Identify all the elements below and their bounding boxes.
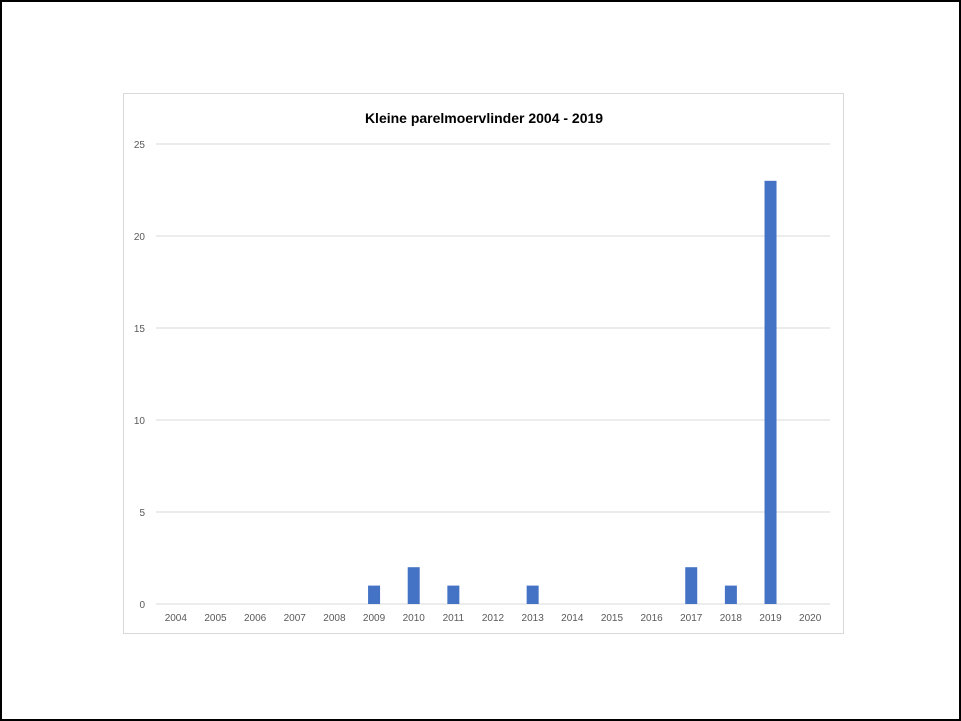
x-tick-label: 2018 [720,613,743,624]
x-tick-label: 2015 [601,613,624,624]
bar-2017 [685,567,698,604]
x-axis-ticks: 2004 2005 2006 2007 2008 2009 2010 2011 2012 2013… [165,613,822,624]
x-tick-label: 2013 [522,613,545,624]
bar-chart: Kleine parelmoervlinder 2004 - 2019 0 5 10… [134,110,830,624]
x-tick-label: 2005 [204,613,227,624]
y-tick-label: 5 [139,508,145,519]
bar-2009 [368,585,381,604]
y-tick-label: 20 [134,232,146,243]
x-tick-label: 2012 [482,613,505,624]
y-tick-label: 10 [134,416,146,427]
x-tick-label: 2017 [680,613,703,624]
chart-area: Kleine parelmoervlinder 2004 - 2019 0 5 10… [123,93,844,634]
bar-2019 [764,180,777,605]
x-tick-label: 2019 [759,613,782,624]
y-axis-ticks: 0 5 10 15 20 25 [134,140,146,611]
x-tick-label: 2009 [363,613,386,624]
bar-2010 [407,567,420,604]
x-tick-label: 2007 [284,613,307,624]
x-tick-label: 2020 [799,613,822,624]
x-tick-label: 2010 [403,613,426,624]
y-tick-label: 25 [134,140,146,151]
x-tick-label: 2008 [323,613,346,624]
bar-2011 [447,585,460,604]
y-tick-label: 15 [134,324,146,335]
x-tick-label: 2016 [640,613,663,624]
bar-2018 [724,585,737,604]
gridlines [156,143,830,605]
y-tick-label: 0 [139,600,145,611]
bars [368,180,777,605]
chart-title: Kleine parelmoervlinder 2004 - 2019 [365,110,603,126]
x-tick-label: 2006 [244,613,267,624]
x-tick-label: 2014 [561,613,584,624]
bar-2013 [526,585,539,604]
x-tick-label: 2004 [165,613,188,624]
x-tick-label: 2011 [443,613,465,624]
